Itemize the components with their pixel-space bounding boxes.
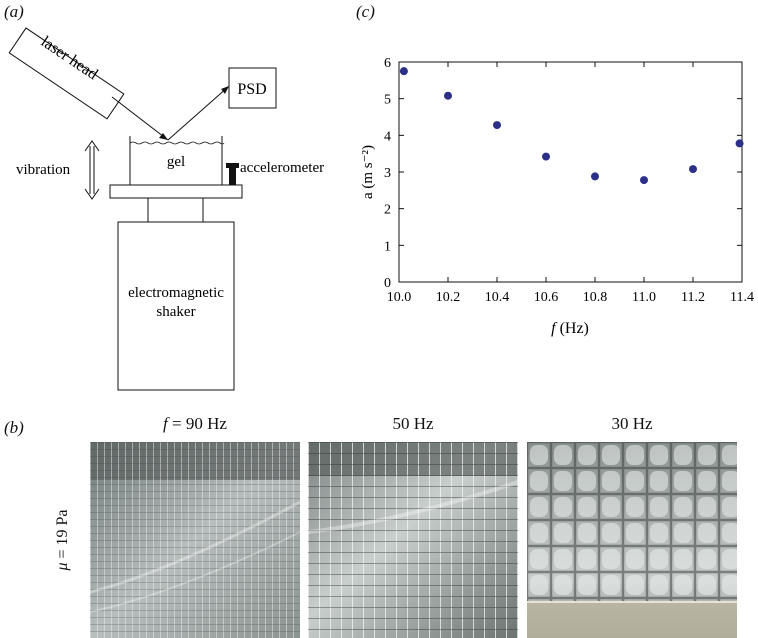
row-label-value: = 19 Pa: [54, 509, 71, 563]
accelerometer-label: accelerometer: [240, 160, 324, 176]
col-header-90hz-value: = 90 Hz: [167, 414, 227, 433]
reflected-beam: [167, 86, 229, 141]
row-label: μ = 19 Pa: [54, 480, 76, 600]
x-tick-label: 10.0: [387, 290, 412, 305]
y-tick-label: 5: [384, 93, 391, 108]
panel-b-label: (b): [4, 418, 24, 437]
gel-surface: [129, 141, 225, 145]
shaker-platform: [109, 184, 243, 199]
data-point: [444, 91, 452, 100]
accelerometer-body: [229, 166, 236, 185]
y-tick-label: 4: [384, 129, 391, 144]
photo-30hz: [527, 442, 737, 638]
x-tick-label: 10.6: [534, 290, 559, 305]
x-tick-label: 10.2: [436, 290, 461, 305]
vibration-arrow: [84, 140, 100, 200]
y-tick-label: 1: [384, 239, 391, 254]
psd-label: PSD: [237, 81, 266, 98]
photo-90hz: [90, 442, 300, 638]
reflected-beam-arrowhead: [221, 86, 229, 94]
x-tick-label: 10.4: [485, 290, 510, 305]
vibration-label: vibration: [16, 162, 71, 178]
x-axis-label: f (Hz): [551, 320, 589, 337]
accelerometer-cap: [226, 163, 239, 168]
laser-beam-arrowhead: [159, 133, 168, 140]
y-tick-label: 0: [384, 276, 391, 291]
shaker-label-line2: shaker: [156, 304, 195, 320]
photo-50hz: [308, 442, 518, 638]
shaker-label-line1: electromagnetic: [128, 285, 224, 301]
psd-box: [228, 67, 277, 109]
data-point: [399, 67, 408, 76]
gel-label: gel: [167, 154, 185, 170]
x-tick-label: 11.2: [681, 290, 705, 305]
y-tick-label: 3: [384, 166, 391, 181]
col-header-30hz: 30 Hz: [611, 414, 653, 433]
col-header-50hz: 50 Hz: [392, 414, 434, 433]
y-axis-label: a (m s⁻²): [360, 145, 376, 199]
laser-beam-in: [111, 96, 169, 141]
acceleration-threshold-chart: 10.0 10.2 10.4 10.6 10.8 11.0 11.2 11.4 0 1 2 3 4 5 6…: [360, 56, 754, 337]
setup-schematic: laser head PSD gel accelerometer electro…: [8, 27, 324, 391]
row-label-symbol: μ: [54, 562, 71, 571]
x-tick-label: 10.8: [583, 290, 608, 305]
data-point: [591, 172, 599, 181]
col-header-90hz-symbol: f: [163, 414, 168, 433]
data-point: [735, 139, 744, 148]
data-point: [493, 121, 501, 130]
data-point: [640, 176, 648, 185]
panel-c-label: (c): [356, 2, 375, 21]
data-point: [689, 165, 697, 174]
x-tick-label: 11.4: [730, 290, 754, 305]
panel-a-label: (a): [4, 2, 24, 21]
col-header-90hz: f = 90 Hz: [90, 414, 300, 434]
data-point: [542, 152, 550, 161]
y-tick-label: 2: [384, 203, 391, 218]
x-tick-label: 11.0: [632, 290, 656, 305]
laser-head-box: [8, 27, 125, 120]
shaker-box: [117, 221, 235, 391]
panel-a: (a) laser head PSD gel accelerometer e: [0, 0, 340, 400]
y-tick-label: 6: [384, 56, 391, 71]
x-axis-label-symbol: f: [551, 320, 558, 337]
x-axis-label-unit: (Hz): [556, 320, 589, 337]
